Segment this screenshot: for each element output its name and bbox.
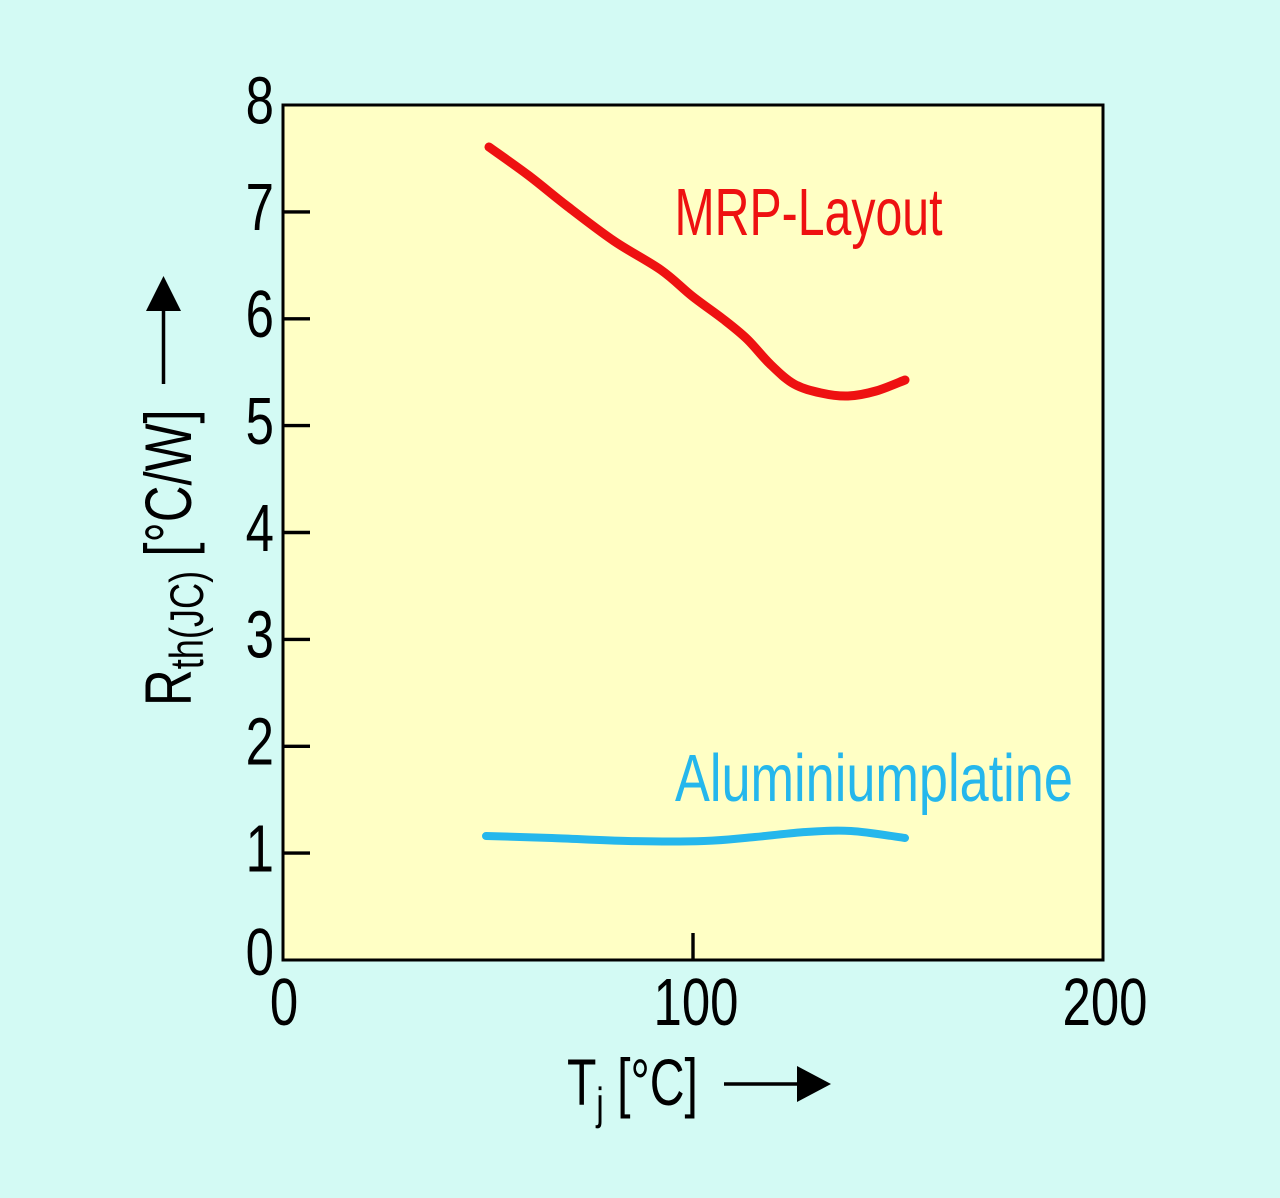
svg-text:4: 4 (246, 490, 274, 565)
svg-text:T: T (567, 1047, 596, 1120)
svg-text:2: 2 (246, 704, 274, 779)
svg-text:100: 100 (654, 964, 739, 1039)
svg-text:5: 5 (246, 383, 274, 458)
svg-text:1: 1 (246, 811, 274, 886)
svg-text:0: 0 (246, 914, 274, 989)
svg-text:[°C]: [°C] (604, 1047, 698, 1120)
svg-text:8: 8 (246, 63, 274, 138)
svg-text:6: 6 (246, 276, 274, 351)
svg-text:200: 200 (1063, 964, 1148, 1039)
svg-text:3: 3 (246, 597, 274, 672)
svg-text:Aluminiumplatine: Aluminiumplatine (675, 741, 1073, 816)
svg-text:7: 7 (246, 169, 274, 244)
svg-text:0: 0 (270, 964, 298, 1039)
svg-text:MRP-Layout: MRP-Layout (675, 175, 943, 250)
